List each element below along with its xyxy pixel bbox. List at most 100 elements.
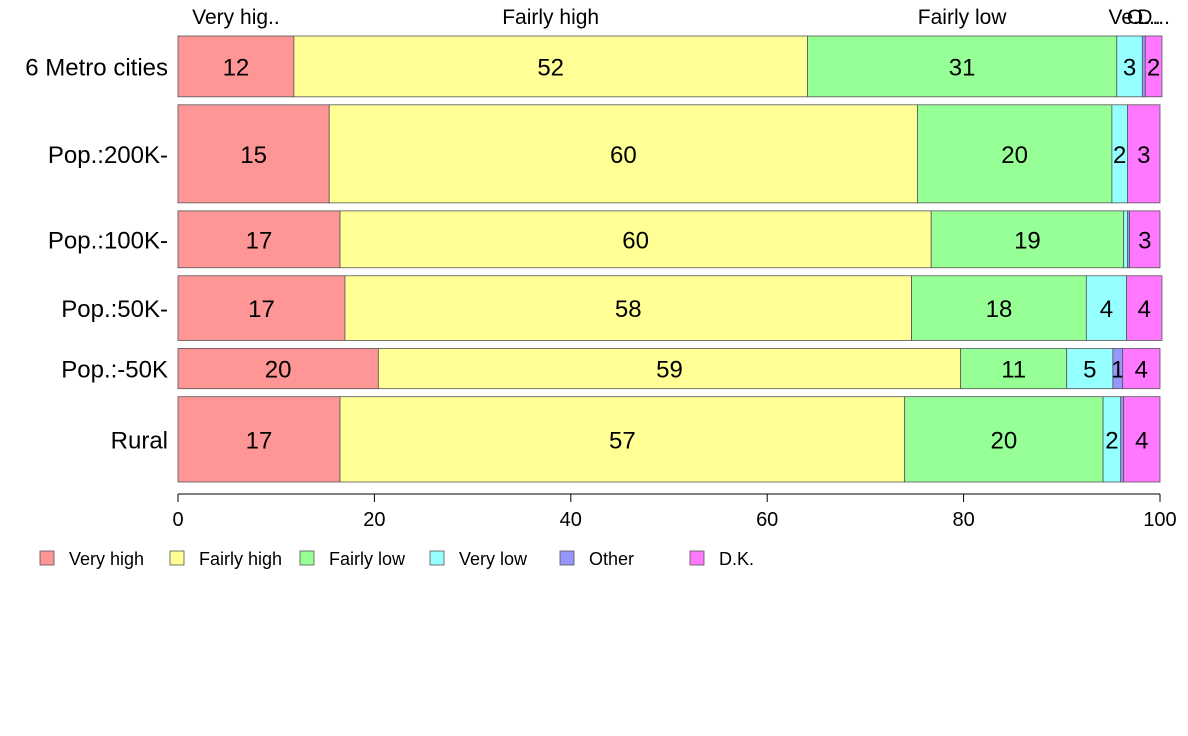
bar-segment — [1127, 104, 1161, 204]
data-label: 4 — [1138, 296, 1151, 323]
data-label: 2 — [1105, 427, 1118, 454]
category-label: Rural — [111, 427, 168, 454]
bar-segment — [177, 104, 330, 204]
data-label: 15 — [240, 142, 267, 169]
data-label: 57 — [609, 427, 636, 454]
bar-segment — [344, 275, 912, 341]
x-tick-label: 60 — [756, 509, 778, 531]
top-series-label: Very hig.. — [192, 6, 280, 29]
data-label: 11 — [1001, 357, 1026, 384]
bar-segment — [328, 104, 918, 204]
x-axis: 0 20 40 60 80 100 — [172, 493, 1177, 531]
legend-swatch — [299, 550, 315, 566]
data-label: 60 — [610, 142, 637, 169]
legend-swatch — [39, 550, 55, 566]
bar-segment — [1141, 35, 1146, 98]
bar-row: 17 60 19 3 — [177, 210, 1161, 269]
data-label: 4 — [1135, 427, 1148, 454]
data-label: 17 — [246, 227, 273, 254]
bar-row: 12 52 31 3 2 — [177, 35, 1163, 98]
bar-segment — [807, 35, 1118, 98]
legend-label: Very low — [459, 549, 528, 569]
bar-segment — [177, 348, 379, 390]
legend-item: Fairly low — [299, 549, 406, 569]
top-series-label: D... — [1137, 6, 1170, 29]
bar-row: 20 59 11 5 1 4 — [177, 348, 1161, 390]
category-label: 6 Metro cities — [25, 54, 168, 81]
legend-swatch — [169, 550, 185, 566]
bar-row: 17 58 18 4 4 — [177, 275, 1163, 341]
data-label: 17 — [248, 296, 275, 323]
bar-segment — [377, 348, 962, 390]
data-label: 4 — [1100, 296, 1113, 323]
data-label: 18 — [986, 296, 1013, 323]
data-label: 3 — [1123, 54, 1136, 81]
top-series-label: Fairly low — [918, 6, 1008, 29]
bar-segment — [1123, 210, 1128, 269]
data-label: 17 — [246, 427, 273, 454]
x-tick-label: 40 — [560, 509, 582, 531]
legend-item: Other — [559, 549, 634, 569]
bar-segment — [1122, 348, 1161, 390]
top-labels: Very hig.. Fairly high Fairly low Ve...O...… — [192, 6, 1170, 29]
top-series-label: O... — [1127, 6, 1161, 29]
legend-label: Other — [589, 549, 634, 569]
bar-segment — [911, 275, 1087, 341]
data-label: 1 — [1111, 357, 1124, 384]
bar-segment — [177, 35, 295, 98]
data-label: 59 — [656, 357, 683, 384]
data-label: 3 — [1137, 142, 1150, 169]
legend-item: Fairly high — [169, 549, 282, 569]
bar-segment — [1144, 35, 1163, 98]
legend-item: D.K. — [689, 549, 754, 569]
bar-segment — [339, 210, 932, 269]
bar-segment — [339, 396, 906, 483]
legend-swatch — [689, 550, 705, 566]
legend: Very high Fairly high Fairly low Very low Ot… — [39, 549, 754, 569]
bar-segment — [1116, 35, 1143, 98]
bar-segment — [1066, 348, 1114, 390]
bar-segment — [177, 275, 346, 341]
legend-item: Very high — [39, 549, 144, 569]
x-tick-label: 100 — [1143, 509, 1176, 531]
data-label: 3 — [1138, 227, 1151, 254]
x-tick-label: 80 — [952, 509, 974, 531]
bar-segment — [1129, 210, 1161, 269]
bar-segment — [177, 210, 341, 269]
x-tick-label: 0 — [172, 509, 183, 531]
top-series-label: Fairly high — [502, 6, 599, 29]
bar-segment — [1120, 396, 1125, 483]
data-label: 20 — [265, 357, 292, 384]
data-label: 58 — [615, 296, 642, 323]
legend-label: Fairly low — [329, 549, 406, 569]
data-label: 2 — [1113, 142, 1126, 169]
x-tick-label: 20 — [363, 509, 385, 531]
data-label: 2 — [1147, 54, 1160, 81]
bar-segment — [960, 348, 1068, 390]
bar-segment — [1123, 396, 1161, 483]
bar-segment — [904, 396, 1104, 483]
legend-label: Very high — [69, 549, 144, 569]
bar-segment — [1085, 275, 1128, 341]
category-label: Pop.:200K- — [48, 142, 168, 169]
category-label: Pop.:100K- — [48, 227, 168, 254]
bar-segment — [917, 104, 1113, 204]
legend-swatch — [559, 550, 575, 566]
data-label: 5 — [1083, 357, 1096, 384]
data-label: 31 — [949, 54, 976, 81]
legend-item: Very low — [429, 549, 528, 569]
legend-swatch — [429, 550, 445, 566]
data-label: 20 — [991, 427, 1018, 454]
legend-label: D.K. — [719, 549, 754, 569]
bar-row: 17 57 20 2 4 — [177, 396, 1161, 483]
data-label: 52 — [537, 54, 564, 81]
top-series-label: Ve... — [1109, 6, 1151, 29]
bars: 12 52 31 3 215 60 20 2 317 60 19 317 58 18 4 420 59 11 5 1 4… — [177, 35, 1163, 483]
bar-segment — [177, 396, 341, 483]
data-label: 20 — [1001, 142, 1028, 169]
category-labels: 6 Metro cities Pop.:200K- Pop.:100K- Pop.:5… — [25, 54, 168, 454]
data-label: 12 — [223, 54, 250, 81]
category-label: Pop.:50K- — [61, 296, 168, 323]
bar-segment — [1126, 275, 1163, 341]
